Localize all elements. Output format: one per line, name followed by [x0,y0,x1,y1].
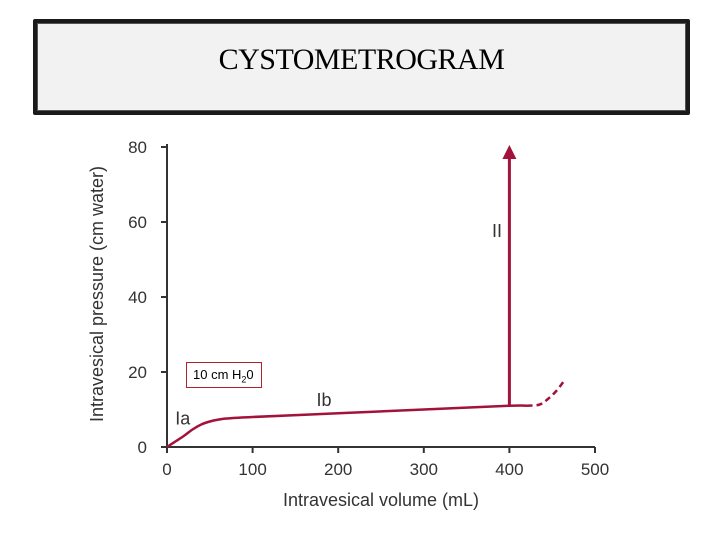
annotation-subscript: 2 [241,374,247,385]
annotation-Ib: Ib [317,390,332,410]
y-axis-label: Intravesical pressure (cm water) [87,166,107,422]
x-axis-label: Intravesical volume (mL) [283,490,479,510]
x-tick-label-400: 400 [495,460,523,479]
y-tick-label-40: 40 [128,288,147,307]
y-tick-label-80: 80 [128,138,147,157]
x-tick-label-0: 0 [162,460,171,479]
x-tick-label-500: 500 [581,460,609,479]
x-tick-label-200: 200 [324,460,352,479]
annotation-II: II [492,221,502,241]
y-tick-label-60: 60 [128,213,147,232]
x-tick-label-300: 300 [410,460,438,479]
slide-title: CYSTOMETROGRAM [218,43,505,76]
series-main-line [166,404,527,449]
annotation-Ia: Ia [175,409,191,429]
annotation-prefix: 10 cm H [193,367,242,382]
annotation-suffix: 0 [246,367,254,382]
x-tick-label-100: 100 [238,460,266,479]
y-tick-label-20: 20 [128,363,147,382]
series-arrow-head [502,145,517,159]
pressure-annotation-box: 10 cm H20 [186,362,262,388]
y-tick-label-0: 0 [138,438,147,457]
title-box: CYSTOMETROGRAM [33,19,690,115]
series-dashed-line [526,378,567,407]
